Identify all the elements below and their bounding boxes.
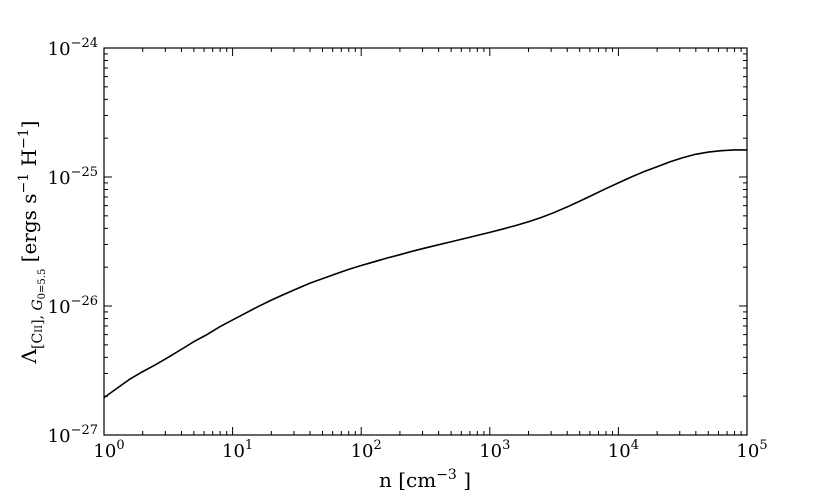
- x-axis-title: n [cm−3 ]: [379, 467, 471, 492]
- series-line: [103, 149, 747, 399]
- y-tick-label: 10−27: [48, 423, 98, 447]
- y-tick-label: 10−26: [48, 294, 98, 318]
- x-tick-label: 103: [479, 438, 510, 462]
- ticks-layer: [103, 47, 748, 436]
- x-tick-label: 101: [222, 438, 253, 462]
- x-tick-label: 104: [608, 438, 639, 462]
- tick-labels-layer: 100 101 102 103 104 105 10−27 10−26 10−25 10−24: [48, 36, 768, 462]
- x-tick-label: 102: [351, 438, 382, 462]
- y-tick-label: 10−25: [48, 165, 98, 189]
- y-tick-label: 10−24: [48, 36, 98, 60]
- x-tick-label: 105: [736, 438, 767, 462]
- y-axis-title: Λ[CII], G0=5.5 [ergs s−1 H−1]: [16, 121, 48, 365]
- plot-frame: [103, 47, 748, 436]
- x-tick-label: 100: [93, 438, 124, 462]
